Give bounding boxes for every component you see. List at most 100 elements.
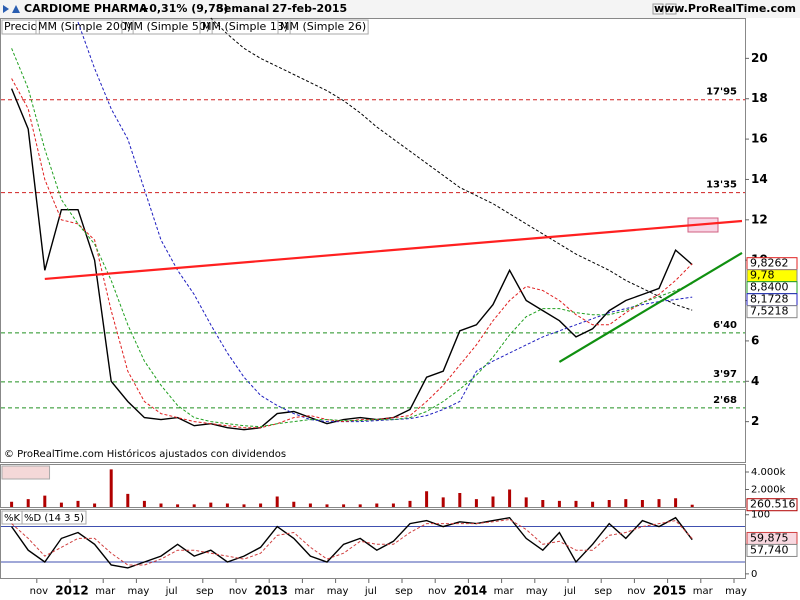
x-tick-label: jul (165, 586, 178, 597)
volume-bar (109, 469, 113, 507)
legend-box (1, 465, 51, 480)
change: +0,31% (9,78) (140, 2, 228, 15)
level-label: 17'95 (706, 87, 737, 98)
value-box (746, 305, 798, 319)
x-tick-label: 2014 (454, 584, 487, 598)
legend-box (1, 19, 40, 35)
volume-bar (275, 496, 279, 507)
volume-bar (574, 500, 578, 507)
volume-bar (557, 500, 561, 507)
level-label: 6'40 (713, 320, 737, 331)
value-label: 57,740 (750, 543, 789, 556)
volume-bar (342, 504, 346, 507)
y-tick-label: 18 (751, 91, 768, 105)
x-tick-label: jul (364, 586, 377, 597)
x-tick-label: mar (294, 586, 315, 597)
y-tick-label: 6 (751, 333, 759, 347)
volume-bar (225, 503, 229, 507)
value-label: 9,8262 (750, 257, 789, 270)
y-tick-label: 2.000k (751, 485, 786, 496)
series-line (11, 518, 693, 566)
x-tick-label: sep (395, 586, 413, 597)
volume-bar (657, 499, 661, 507)
value-label: 8,8400 (750, 281, 789, 294)
volume-bar (192, 504, 196, 507)
legend-box (21, 510, 87, 525)
value-label: 8,1728 (750, 293, 789, 306)
legend-entry: MM (Simple 50) (124, 20, 210, 33)
x-tick-label: mar (693, 586, 714, 597)
y-tick-label: 4.000k (751, 467, 786, 478)
x-tick-label: 2015 (653, 584, 686, 598)
volume-bar (624, 499, 628, 507)
x-tick-label: mar (95, 586, 116, 597)
x-tick-label: may (128, 586, 150, 597)
series-line (10, 88, 693, 431)
x-tick-label: sep (196, 586, 214, 597)
value-label: 7,5218 (750, 305, 789, 318)
volume-bar (391, 503, 395, 507)
volume-bar (292, 501, 296, 507)
volume-bar (308, 503, 312, 507)
legend-entry: MM (Simple 13) (202, 20, 288, 33)
volume-bar (259, 503, 263, 507)
value-label: 9,78 (750, 269, 775, 282)
volume-bar (607, 500, 611, 507)
window-icons[interactable] (652, 3, 677, 15)
price-panel (0, 18, 746, 463)
value-box (746, 498, 798, 512)
volume-bar (325, 504, 329, 507)
volume-bar (159, 503, 163, 507)
legend-box (35, 19, 134, 35)
volume-bar (441, 497, 445, 507)
y-tick-label: 2 (751, 414, 759, 428)
volume-bar (26, 499, 30, 507)
level-label: 3'97 (713, 369, 737, 380)
y-tick-label: 20 (751, 51, 768, 65)
x-tick-label: sep (594, 586, 612, 597)
y-tick-label: 14 (751, 172, 768, 186)
menu-icon[interactable] (12, 5, 20, 13)
y-tick-label: 0 (751, 569, 757, 580)
volume-bar (209, 502, 213, 507)
legend-entry: Precio (4, 20, 38, 33)
value-label: 59,875 (750, 531, 789, 544)
volume-bar (425, 491, 429, 507)
footer-note: © ProRealTime.com Históricos ajustados c… (4, 448, 286, 460)
volume-bar (142, 500, 146, 507)
value-box (746, 543, 798, 557)
series-line (11, 516, 693, 569)
volume-bar (541, 500, 545, 507)
volume-bar (474, 499, 478, 507)
volume-bar (93, 503, 97, 507)
x-tick-label: may (526, 586, 548, 597)
legend-box (121, 19, 213, 35)
x-tick-label: mar (494, 586, 515, 597)
x-tick-label: may (327, 586, 349, 597)
trend-line (558, 251, 743, 363)
y-tick-label: 16 (751, 132, 768, 146)
date: 27-feb-2015 (272, 2, 347, 15)
y-tick-label: 12 (751, 212, 768, 226)
symbol: CARDIOME PHARMA (24, 2, 148, 15)
volume-bar (491, 496, 495, 507)
x-tick-label: may (725, 586, 747, 597)
volume-bar (43, 495, 47, 507)
volume-bar (690, 504, 694, 507)
level-label: 2'68 (713, 395, 737, 406)
volume-bar (126, 493, 130, 507)
volume-bar (358, 504, 362, 507)
series-line (11, 48, 693, 428)
volume-bar (59, 502, 63, 507)
x-tick-label: jul (563, 586, 576, 597)
x-tick-label: nov (428, 586, 446, 597)
volume-bar (176, 504, 180, 507)
y-tick-label: 100 (751, 510, 770, 521)
y-tick-label: 4 (751, 374, 759, 388)
volume-bar (524, 497, 528, 507)
x-tick-label: nov (229, 586, 247, 597)
menu-icon[interactable] (3, 5, 9, 13)
volume-bar (591, 501, 595, 507)
x-tick-label: nov (30, 586, 48, 597)
legend-box (277, 19, 369, 35)
